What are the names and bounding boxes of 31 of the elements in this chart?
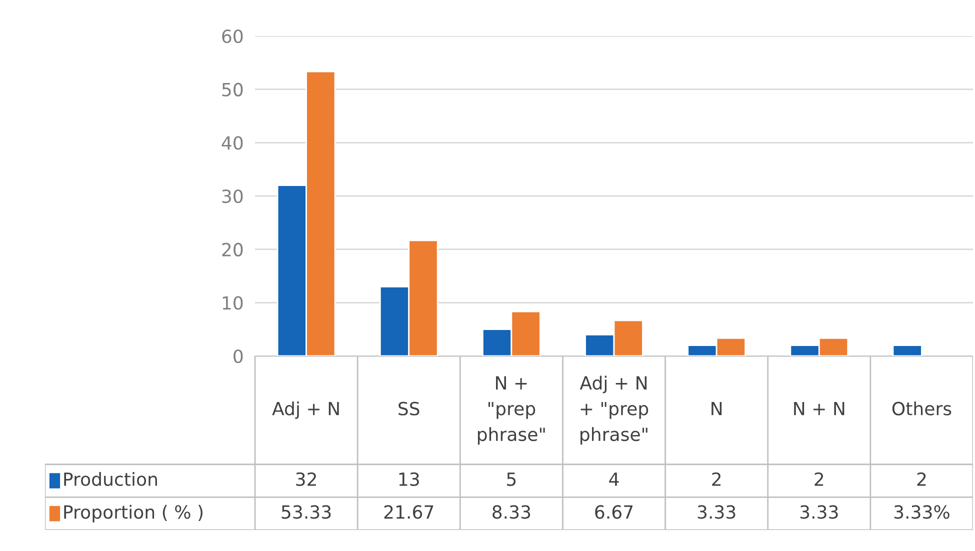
data-label: 5 [507, 472, 516, 486]
data-label: 3.33 [698, 505, 736, 519]
x-tick-label: N + N [794, 402, 844, 416]
legend-label: Proportion ( % ) [64, 504, 202, 522]
data-label: 2 [814, 472, 824, 486]
data-label: 3.33 [800, 505, 838, 519]
data-label: 6.67 [595, 505, 633, 519]
x-tick-label: SS [398, 402, 420, 416]
y-tick-label: 10 [222, 296, 243, 310]
data-label: 2 [917, 472, 926, 486]
data-label: 13 [399, 472, 419, 486]
text: 3.33% [894, 505, 950, 519]
y-tick-label: 0 [234, 349, 243, 364]
data-label: 53.33 [282, 505, 331, 519]
x-tick-label: Others [892, 401, 952, 416]
x-tick-label: N [712, 402, 722, 416]
y-tick-label: 20 [222, 242, 243, 256]
y-tick-label: 60 [222, 29, 243, 44]
data-label: 21.67 [384, 505, 434, 519]
bar [892, 344, 922, 356]
data-label: 2 [712, 472, 721, 486]
legend-label: Production [64, 472, 157, 486]
y-tick-label: 30 [222, 189, 243, 204]
data-label: 8.33 [492, 505, 530, 519]
x-tick-label: Adj + N [272, 401, 339, 419]
x-tick-label: Adj + N + "prep phrase" [580, 376, 648, 445]
data-label: 4 [609, 472, 619, 486]
y-tick-label: 40 [222, 136, 243, 150]
data-label: 32 [296, 472, 316, 486]
y-tick-label: 50 [222, 82, 243, 96]
x-tick-label: N + "prep phrase" [478, 376, 545, 445]
